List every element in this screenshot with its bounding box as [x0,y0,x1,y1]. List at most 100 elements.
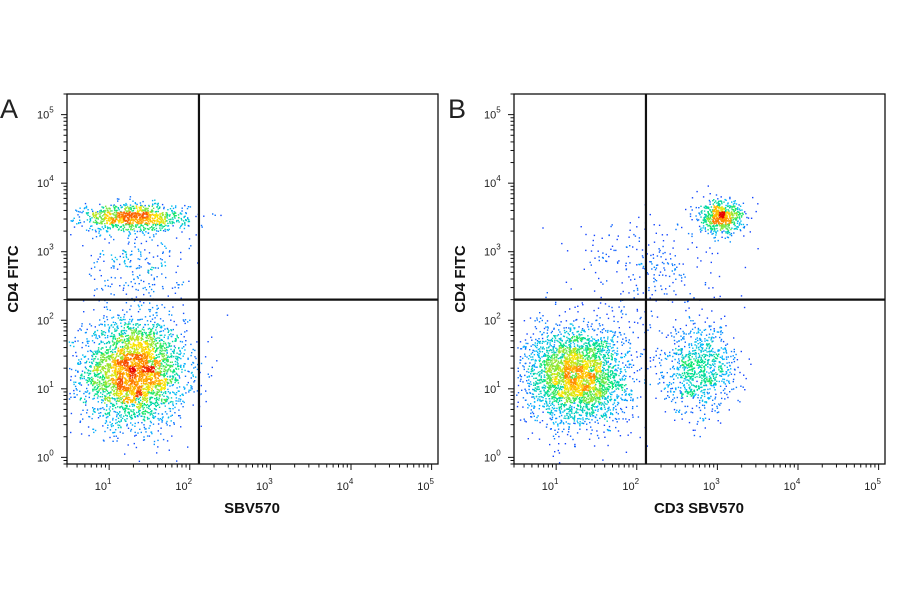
event-dot [105,346,107,348]
event-dot [131,226,133,228]
event-dot [174,381,176,384]
event-dot [97,213,99,215]
event-dot [149,351,151,354]
event-dot [94,389,96,391]
event-dot [120,277,122,279]
event-dot [95,337,97,339]
event-dot [121,376,123,379]
event-dot [110,335,113,337]
event-dot [159,363,161,365]
event-dot [172,363,175,366]
event-dot [174,378,177,380]
event-dot [90,370,92,372]
event-dot [126,210,128,213]
event-dot [592,382,594,384]
event-dot [84,398,86,400]
event-dot [138,408,140,410]
event-dot [628,321,630,323]
event-dot [176,336,178,338]
event-dot [174,371,176,373]
event-dot [94,214,97,216]
event-dot [116,399,118,402]
event-dot [137,289,139,291]
event-dot [86,381,88,384]
event-dot [160,221,162,223]
event-dot [80,397,82,399]
event-dot [113,238,115,241]
event-dot [154,351,156,353]
event-dot [131,376,134,379]
event-dot [140,387,143,389]
event-dot [129,359,131,361]
event-dot [126,404,128,407]
event-dot [160,389,162,392]
event-dot [121,361,123,363]
event-dot [580,365,582,368]
event-dot [127,323,129,325]
event-dot [119,406,121,408]
event-dot [171,221,173,223]
event-dot [114,338,117,340]
event-dot [168,368,170,370]
event-dot [168,215,171,217]
event-dot [134,238,136,241]
event-dot [162,214,164,216]
event-dot [170,353,172,355]
event-dot [85,229,88,231]
event-dot [104,399,107,401]
event-dot [99,319,101,321]
event-dot [137,358,139,360]
event-dot [128,413,130,415]
event-dot [138,324,140,326]
event-dot [106,377,108,379]
event-dot [146,355,149,358]
event-dot [161,213,164,215]
event-dot [161,346,163,348]
event-dot [194,380,196,382]
event-dot [158,404,160,406]
event-dot [155,312,157,314]
event-dot [165,348,168,351]
event-dot [113,265,115,267]
event-dot [162,387,165,390]
event-dot [90,350,92,353]
event-dot [138,336,140,338]
event-dot [194,366,197,368]
event-dot [109,351,112,353]
event-dot [177,362,179,365]
event-dot [147,407,150,410]
event-dot [138,411,140,413]
event-dot [81,377,84,380]
event-dot [177,284,179,286]
event-dot [115,403,118,405]
event-dot [148,308,150,311]
event-dot [129,387,132,389]
event-dot [163,340,165,343]
event-dot [141,215,143,217]
event-dot [124,377,126,380]
event-dot [129,352,132,355]
event-dot [166,382,169,384]
event-dot [129,214,132,217]
event-dot [134,349,136,351]
event-dot [124,420,127,422]
event-dot [114,357,117,359]
event-dot [96,261,98,263]
event-dot [137,326,139,328]
event-dot [164,379,167,382]
event-dot [600,361,602,363]
event-dot [139,367,141,370]
event-dot [159,375,161,377]
event-dot [577,388,580,390]
event-dot [171,356,173,358]
event-dot [175,205,177,207]
event-dot [180,225,182,227]
event-dot [129,390,131,393]
event-dot [139,228,142,230]
event-dot [102,218,104,220]
event-dot [139,258,141,261]
event-dot [196,341,198,343]
event-dot [146,354,149,356]
event-dot [147,262,149,264]
event-dot [150,383,152,386]
